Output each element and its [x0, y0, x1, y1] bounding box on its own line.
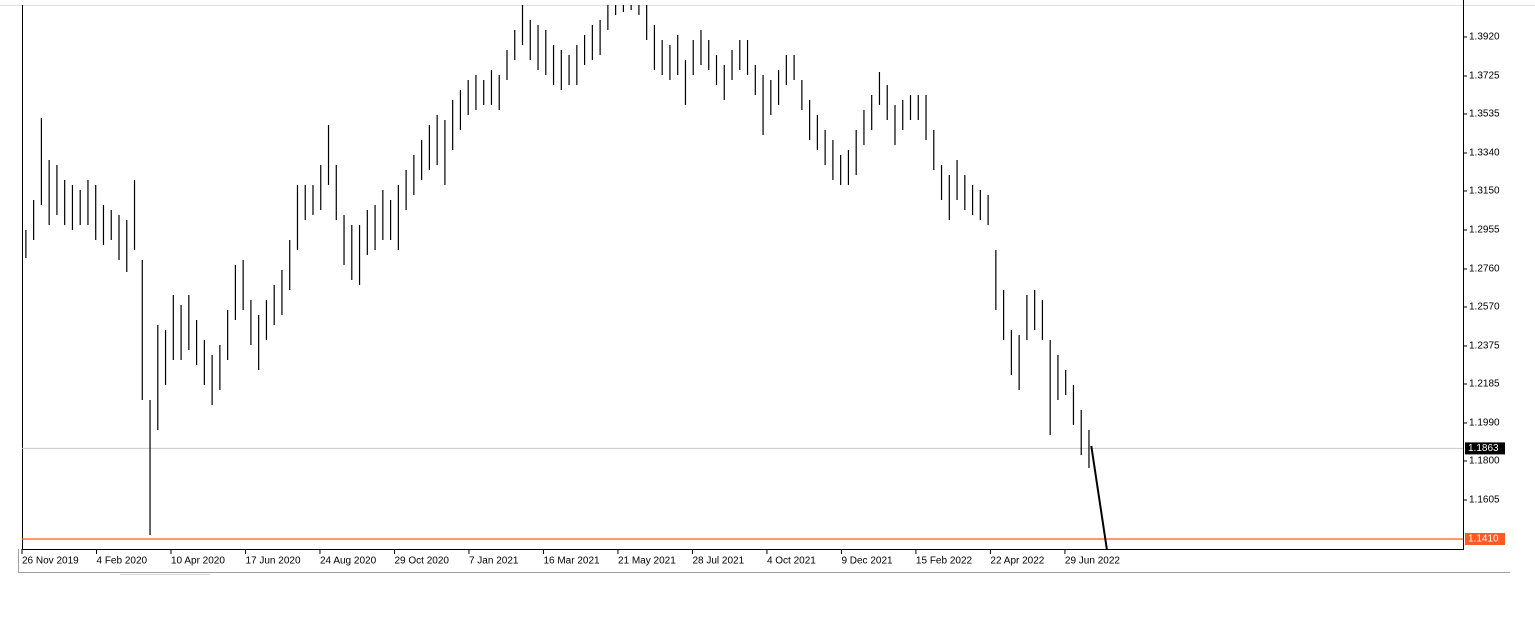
x-tick-label: 10 Apr 2020	[171, 556, 225, 567]
x-tick-label: 4 Feb 2020	[96, 556, 147, 567]
y-tick-label: 1.3150	[1469, 186, 1500, 197]
y-tick-label: 1.3725	[1469, 71, 1500, 82]
y-tick-label: 1.3340	[1469, 148, 1500, 159]
x-tick-label: 21 May 2021	[618, 556, 676, 567]
x-tick-label: 4 Oct 2021	[767, 556, 816, 567]
y-tick-label: 1.1990	[1469, 418, 1500, 429]
price-label-box	[1465, 442, 1505, 455]
x-tick-label: 28 Jul 2021	[692, 556, 744, 567]
y-tick-label: 1.2185	[1469, 379, 1500, 390]
trend-line	[1090, 445, 1108, 550]
x-tick-label: 15 Feb 2022	[916, 556, 973, 567]
x-tick-label: 26 Nov 2019	[22, 556, 79, 567]
y-tick-label: 1.3535	[1469, 109, 1500, 120]
y-tick-label: 1.1800	[1469, 456, 1500, 467]
x-tick-label: 17 Jun 2020	[245, 556, 300, 567]
y-tick-label: 1.1605	[1469, 495, 1500, 506]
level-label: 1.1410	[1468, 534, 1499, 545]
x-tick-label: 22 Apr 2022	[990, 556, 1044, 567]
x-tick-label: 7 Jan 2021	[469, 556, 519, 567]
y-tick-label: 1.3920	[1469, 32, 1500, 43]
price-label: 1.1863	[1468, 443, 1499, 454]
x-tick-label: 29 Oct 2020	[394, 556, 449, 567]
level-label-box	[1465, 533, 1505, 545]
y-tick-label: 1.2570	[1469, 302, 1500, 313]
y-tick-label: 1.2955	[1469, 225, 1500, 236]
x-tick-label: 16 Mar 2021	[543, 556, 600, 567]
x-tick-label: 29 Jun 2022	[1065, 556, 1120, 567]
x-tick-label: 9 Dec 2021	[841, 556, 893, 567]
x-tick-label: 24 Aug 2020	[320, 556, 377, 567]
y-tick-label: 1.2760	[1469, 264, 1500, 275]
y-tick-label: 1.2375	[1469, 341, 1500, 352]
